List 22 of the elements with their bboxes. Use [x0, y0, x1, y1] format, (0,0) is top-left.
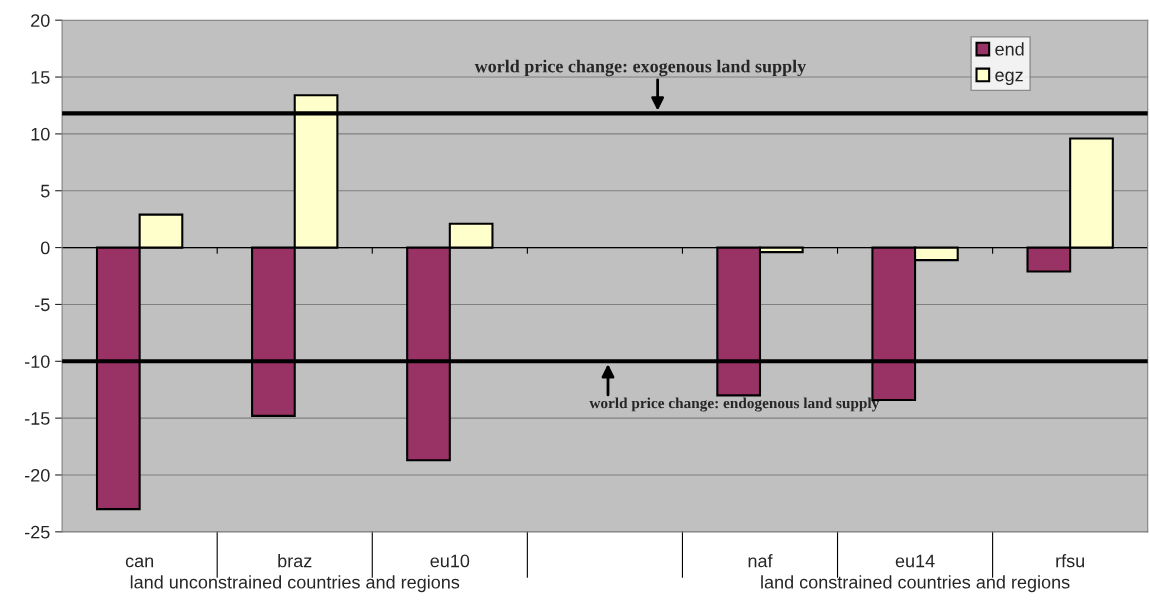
y-tick-label: -15 [25, 412, 50, 425]
y-tick-label: 15 [31, 71, 50, 84]
y-tick-label: -25 [25, 525, 50, 539]
y-tick-label: -10 [25, 355, 50, 368]
text: land constrained countries and regions [761, 575, 1070, 593]
x-tick-label: naf [748, 554, 773, 568]
y-tick-label: 10 [31, 127, 50, 141]
y-tick-label: -20 [25, 468, 50, 482]
x-tick-label: eu14 [895, 554, 935, 568]
legend-label: egz [995, 71, 1023, 86]
x-tick-label: eu10 [430, 554, 470, 568]
ref-line-label: world price change: exogenous land supply [474, 59, 807, 77]
y-tick-label: -5 [35, 298, 50, 312]
ref-line-label: world price change: endogenous land supply [589, 397, 880, 412]
y-tick-label: 5 [40, 184, 50, 198]
text: land unconstrained countries and regions [130, 575, 460, 593]
legend-label: end [995, 42, 1024, 56]
x-tick-label: braz [278, 554, 312, 568]
x-tick-label: rfsu [1056, 554, 1085, 568]
y-tick-label: 0 [40, 241, 50, 255]
x-tick-label: can [125, 557, 154, 568]
y-tick-label: 20 [31, 14, 50, 27]
